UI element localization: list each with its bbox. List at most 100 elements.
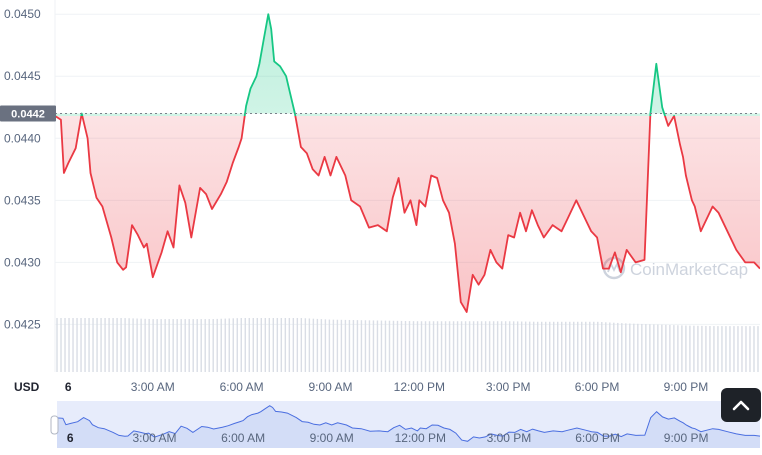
volume-bar — [500, 321, 503, 372]
volume-bar — [148, 318, 150, 372]
volume-bar — [464, 321, 467, 372]
volume-bar — [380, 320, 383, 372]
volume-bar — [352, 320, 355, 372]
y-tick-label: 0.0440 — [4, 131, 41, 145]
y-tick-label: 0.0425 — [4, 317, 41, 331]
volume-bar — [72, 318, 74, 372]
volume-bar — [356, 320, 359, 372]
volume-bar — [124, 318, 126, 372]
volume-bar — [348, 319, 351, 372]
volume-bar — [757, 326, 759, 372]
volume-bar — [296, 318, 299, 372]
volume-bar — [388, 320, 391, 372]
volume-bar — [625, 323, 627, 372]
volume-bar — [657, 324, 659, 372]
volume-bar — [581, 321, 583, 372]
volume-bar — [669, 324, 671, 372]
x-tick-label: 9:00 AM — [308, 380, 352, 394]
volume-bar — [492, 321, 495, 372]
volume-bar — [136, 318, 138, 372]
volume-bar — [252, 318, 254, 372]
x-tick-label: 6:00 AM — [220, 380, 264, 394]
volume-bar — [605, 322, 607, 372]
volume-bar — [180, 319, 182, 372]
volume-bar — [536, 321, 539, 372]
y-tick-label: 0.0430 — [4, 255, 41, 269]
volume-bar — [116, 318, 118, 372]
volume-bar — [324, 319, 327, 372]
volume-bar — [236, 318, 238, 372]
y-axis-ticks: 0.0425 0.0430 0.0435 0.0440 0.0445 0.0450 — [4, 7, 41, 331]
navigator-x-tick-label: 9:00 AM — [310, 431, 354, 445]
volume-bar — [312, 318, 315, 372]
navigator[interactable]: 6 3:00 AM 6:00 AM 9:00 AM 12:00 PM 3:00 PM 6:0… — [50, 401, 761, 448]
volume-bar — [516, 321, 519, 372]
volume-bar — [332, 319, 335, 372]
navigator-x-tick-label: 6 — [67, 431, 74, 445]
coinmarketcap-watermark: CoinMarketCap — [602, 256, 748, 280]
volume-bar — [665, 324, 667, 372]
navigator-x-tick-label: 6:00 PM — [575, 431, 620, 445]
volume-bar — [649, 324, 651, 372]
volume-bar — [372, 320, 375, 372]
scroll-to-top-button[interactable] — [721, 388, 761, 422]
volume-bar — [412, 321, 415, 372]
navigator-handle-left[interactable] — [50, 415, 59, 435]
volume-bar — [288, 318, 291, 372]
volume-bar — [268, 318, 271, 372]
volume-bar — [528, 321, 531, 372]
volume-bar — [733, 326, 735, 372]
x-axis-ticks: 6 3:00 AM 6:00 AM 9:00 AM 12:00 PM 3:00 PM 6:0… — [65, 380, 708, 394]
volume-bar — [452, 321, 455, 372]
volume-bar — [468, 321, 471, 372]
volume-bar — [408, 321, 411, 372]
navigator-line — [56, 405, 761, 448]
volume-bar — [621, 323, 623, 372]
volume-bar — [164, 319, 166, 372]
volume-bar — [737, 326, 739, 372]
volume-bar — [216, 318, 218, 372]
volume-bar — [244, 318, 246, 372]
volume-bar — [160, 319, 162, 372]
volume-bar — [212, 319, 214, 372]
chevron-up-icon — [732, 400, 750, 411]
volume-bar — [617, 322, 619, 372]
navigator-line-path — [56, 405, 761, 442]
volume-bar — [280, 318, 283, 372]
watermark-text: CoinMarketCap — [630, 260, 748, 279]
volume-bar — [613, 322, 615, 372]
volume-bar — [320, 319, 323, 372]
volume-bar — [549, 321, 551, 372]
volume-bar — [476, 321, 479, 372]
navigator-x-tick-label: 12:00 PM — [395, 431, 446, 445]
volume-bar — [120, 318, 122, 372]
price-line — [55, 13, 760, 313]
volume-bar — [553, 321, 555, 372]
x-tick-label: 3:00 AM — [131, 380, 175, 394]
volume-bar — [532, 321, 535, 372]
volume-bar — [188, 319, 190, 372]
volume-bar — [292, 318, 295, 372]
volume-bar — [585, 321, 587, 372]
volume-bar — [304, 318, 307, 372]
volume-bar — [264, 318, 266, 372]
volume-bar — [504, 321, 507, 372]
volume-bar — [673, 325, 675, 372]
volume-bar — [336, 319, 339, 372]
volume-bar — [629, 323, 631, 372]
volume-bar — [569, 321, 571, 372]
volume-bar — [76, 318, 78, 372]
volume-bar — [108, 318, 110, 372]
volume-bar — [168, 319, 170, 372]
currency-label: USD — [14, 380, 40, 394]
volume-bar — [573, 321, 575, 372]
volume-bar — [496, 321, 499, 372]
volume-bar — [344, 319, 347, 372]
volume-bar — [484, 321, 487, 372]
volume-bar — [593, 321, 595, 372]
reference-price-badge: 0.0442 — [0, 105, 56, 122]
volume-bar — [544, 321, 547, 372]
volume-bar — [260, 318, 262, 372]
volume-bar — [444, 321, 447, 372]
volume-bar — [84, 318, 86, 372]
